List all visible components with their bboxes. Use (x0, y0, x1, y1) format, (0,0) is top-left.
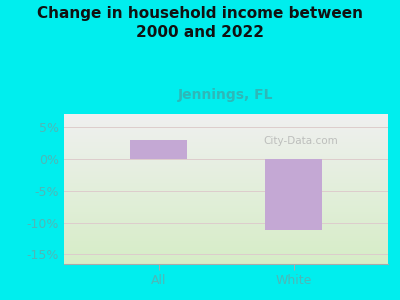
Bar (130, 140, 187, 159)
Bar (265, 159, 322, 230)
Text: City-Data.com: City-Data.com (263, 136, 338, 146)
Text: Change in household income between
2000 and 2022: Change in household income between 2000 … (37, 6, 363, 40)
Text: Jennings, FL: Jennings, FL (178, 88, 274, 102)
